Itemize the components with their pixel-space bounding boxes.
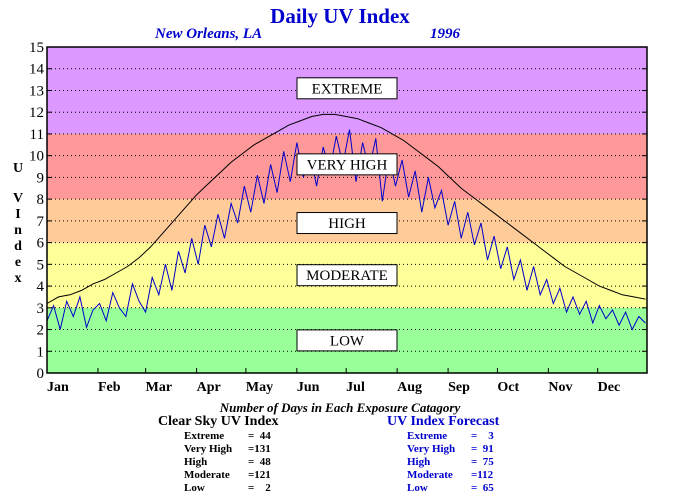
chart-title: Daily UV Index <box>270 4 410 28</box>
stats-forecast-row-label: High <box>407 456 431 468</box>
stats-clear-row: High = 48 <box>184 456 278 469</box>
band-label-box-moderate <box>296 264 398 287</box>
y-tick-label: 11 <box>30 127 44 143</box>
stats-clear-sky: Clear Sky UV Index Extreme = 44 Very High =… <box>158 414 278 495</box>
band-label-very-high: VERY HIGH <box>307 157 388 173</box>
band-label-box-very-high <box>296 153 398 176</box>
x-tick-label: Oct <box>497 380 519 395</box>
x-tick-label: Jun <box>297 380 320 395</box>
x-axis-ticks: Jan Feb Mar Apr May Jun Jul Aug Sep Oct Nov Dec <box>47 368 620 395</box>
x-tick-label: Jul <box>346 380 365 395</box>
band-label-extreme: EXTREME <box>312 81 383 97</box>
x-tick-label: Mar <box>146 380 172 395</box>
band-label-box-low <box>296 329 398 352</box>
x-tick-label: Dec <box>598 380 621 395</box>
data-series <box>46 113 646 331</box>
y-tick-label: 9 <box>37 170 45 186</box>
y-tick-label: 4 <box>37 279 45 295</box>
y-tick-label: 1 <box>37 344 45 360</box>
stats-forecast-row-value: = 75 <box>471 456 494 468</box>
location-label: New Orleans, LA <box>155 26 263 42</box>
stats-clear-row-value: = 2 <box>248 482 271 494</box>
y-tick-label: 15 <box>29 40 44 56</box>
band-labels: LOW MODERATE HIGH VERY HIGH EXTREME <box>296 77 398 352</box>
stats-forecast-row-value: = 3 <box>471 430 494 442</box>
x-tick-label: Nov <box>548 380 572 395</box>
stats-forecast-row: Low = 65 <box>407 482 499 495</box>
y-tick-label: 10 <box>29 149 44 165</box>
y-tick-label: 5 <box>37 257 45 273</box>
stats-clear-row: Moderate =121 <box>184 469 278 482</box>
plot-frame <box>46 46 648 374</box>
caption: Number of Days in Each Exposure Catagory <box>219 400 461 415</box>
stats-forecast-row-value: = 65 <box>471 482 494 494</box>
y-tick-label: 0 <box>37 366 45 382</box>
year-label: 1996 <box>430 26 460 42</box>
y-tick-label: 2 <box>37 323 45 339</box>
stats-clear-row-value: = 44 <box>248 430 271 442</box>
series-line-clear <box>46 113 646 304</box>
stats-clear-row: Low = 2 <box>184 482 278 495</box>
x-tick-label: Sep <box>448 380 470 395</box>
y-tick-label: 3 <box>37 301 45 317</box>
band-label-low: LOW <box>330 333 365 349</box>
series-line-forecast <box>46 129 646 331</box>
stats-forecast: UV Index Forecast Extreme = 3 Very High = 9… <box>387 414 499 495</box>
stats-clear-row-value: =121 <box>248 469 271 481</box>
stats-clear-row: Extreme = 44 <box>184 430 278 443</box>
stats-clear-row-label: Extreme <box>184 430 225 442</box>
stats-forecast-row-label: Very High <box>407 443 456 455</box>
stats-forecast-row-value: = 91 <box>471 443 494 455</box>
x-tick-label: Jan <box>47 380 69 395</box>
stats-clear-row-label: Low <box>184 482 205 494</box>
stats-clear-row-value: = 48 <box>248 456 271 468</box>
stats-forecast-row: High = 75 <box>407 456 499 469</box>
stats-forecast-row-value: =112 <box>471 469 494 481</box>
stats-clear-row-label: High <box>184 456 208 468</box>
y-tick-label: 7 <box>37 214 45 230</box>
y-tick-label: 13 <box>29 83 44 99</box>
stats-forecast-row: Very High = 91 <box>407 443 499 456</box>
stats-clear-row-label: Moderate <box>184 469 230 481</box>
stats-forecast-row-label: Moderate <box>407 469 453 481</box>
x-tick-label: Aug <box>397 380 422 395</box>
y-tick-label: 12 <box>29 105 44 121</box>
stats-forecast-row-label: Extreme <box>407 430 448 442</box>
x-tick-label: May <box>246 380 273 395</box>
stats-clear-row-label: Very High <box>184 443 233 455</box>
x-tick-label: Apr <box>197 380 221 395</box>
stats-clear-row: Very High =131 <box>184 443 278 456</box>
band-label-high: HIGH <box>328 216 366 232</box>
band-label-box-extreme <box>296 77 398 100</box>
stats-forecast-row: Extreme = 3 <box>407 430 499 443</box>
band-label-box-high <box>296 212 398 235</box>
y-tick-label: 6 <box>37 236 45 252</box>
y-tick-label: 8 <box>37 192 45 208</box>
band-label-moderate: MODERATE <box>306 268 388 284</box>
stats-forecast-row-label: Low <box>407 482 428 494</box>
y-tick-label: 14 <box>29 62 45 78</box>
stats-forecast-row: Moderate =112 <box>407 469 499 482</box>
stats-forecast-title: UV Index Forecast <box>387 414 500 429</box>
stats-clear-row-value: =131 <box>248 443 271 455</box>
x-tick-label: Feb <box>98 380 121 395</box>
stats-clear-title: Clear Sky UV Index <box>158 414 279 429</box>
